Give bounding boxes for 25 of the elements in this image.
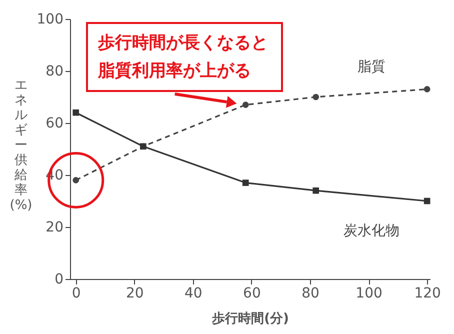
point [312, 94, 320, 100]
x-tick-label: 60 [243, 286, 261, 302]
point [424, 198, 430, 204]
x-axis-title: 歩行時間(分) [211, 312, 289, 326]
point [72, 109, 80, 116]
point [72, 177, 80, 184]
x-tick-label: 100 [356, 286, 382, 302]
x-tick-label: 40 [184, 286, 202, 302]
point [312, 187, 320, 194]
point [242, 102, 249, 108]
series-label: 脂質 [357, 59, 386, 76]
text: エネルギー供給率 (%) [10, 78, 32, 213]
annotation: 歩行時間が長くなると脂質利用率が上がる [86, 22, 284, 92]
point [242, 180, 249, 186]
x-tick-label: 0 [72, 286, 81, 302]
y-tick-label: 80 [46, 64, 64, 80]
y-tick-label: 100 [36, 12, 64, 28]
x-tick-label: 80 [302, 286, 320, 302]
y-tick-label: 60 [46, 116, 64, 132]
y-tick-label: 0 [54, 272, 64, 288]
series-label: 炭水化物 [343, 223, 400, 239]
x-tick-label: 20 [126, 286, 144, 302]
y-tick-label: 20 [46, 220, 64, 236]
point [424, 86, 430, 92]
x-tick-label: 120 [414, 286, 441, 302]
